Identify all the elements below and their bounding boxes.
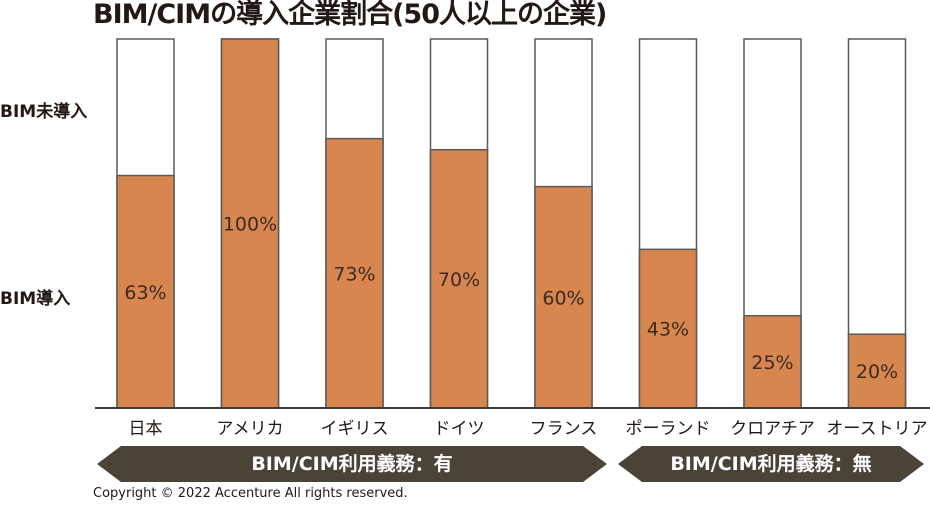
category-label: フランス [530,419,598,439]
data-label: 25% [751,352,793,374]
category-label: アメリカ [216,419,283,439]
category-label: ポーランド [626,419,711,439]
category-label: クロアチア [730,419,815,439]
copyright-notice: Copyright © 2022 Accenture All rights re… [93,486,408,501]
mandatory-yes-label: BIM/CIM利用義務：有 [251,453,453,475]
mandatory-no-arrow: BIM/CIM利用義務：無 [618,446,924,482]
bar-adopted [220,38,280,409]
data-label: 63% [124,282,166,304]
legend-label-adopted: BIM導入 [0,289,71,309]
category-label: オーストリア [826,419,927,439]
data-label: 73% [333,263,375,285]
data-label: 100% [223,214,277,236]
chart-title: BIM/CIMの導入企業割合(50人以上の企業) [93,0,607,30]
legend-label-not-adopted: BIM未導入 [0,102,88,122]
mandatory-no-label: BIM/CIM利用義務：無 [670,453,872,475]
data-label: 43% [647,319,689,341]
bar-adopted [847,333,907,409]
bar-adopted [534,185,593,409]
category-label: 日本 [129,419,163,439]
bar-adopted [743,315,802,409]
data-label: 20% [856,361,898,383]
category-label: イギリス [321,419,389,439]
bar-adopted [638,248,698,409]
category-label: ドイツ [434,419,485,439]
mandatory-yes-arrow: BIM/CIM利用義務：有 [97,446,607,482]
data-label: 60% [542,287,584,309]
bar-adopted [116,174,175,409]
bar-adopted [325,137,384,409]
data-label: 70% [438,269,480,291]
